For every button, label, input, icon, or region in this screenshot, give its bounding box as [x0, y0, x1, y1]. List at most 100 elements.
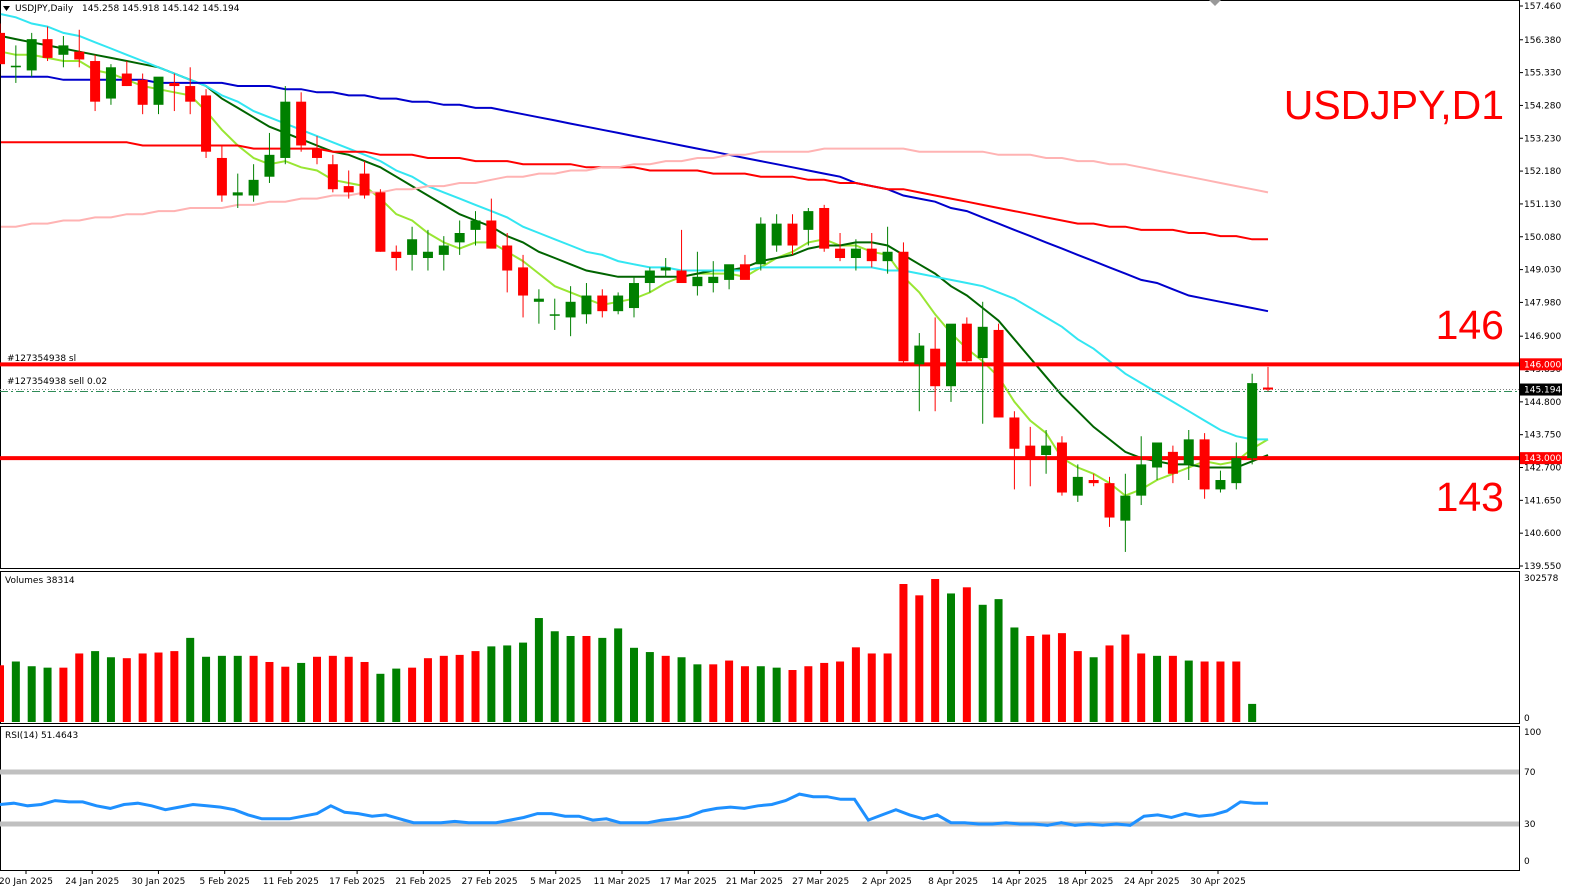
candle-body — [1136, 464, 1147, 496]
volume-bar — [455, 654, 464, 722]
candle-body — [0, 32, 5, 65]
candle-body — [914, 345, 925, 365]
sell-order-label: #127354938 sell 0.02 — [7, 377, 107, 387]
time-tick-label: 27 Feb 2025 — [462, 877, 518, 887]
rsi-label: RSI(14) 51.4643 — [5, 731, 78, 741]
volume-bar — [344, 656, 353, 722]
volume-bar — [217, 655, 226, 722]
time-tick-label: 18 Apr 2025 — [1058, 877, 1114, 887]
rsi-indicator: 100 70 30 0 — [0, 728, 1541, 867]
candle-body — [470, 220, 481, 230]
volume-bar — [566, 635, 575, 722]
candle-body — [1152, 442, 1163, 468]
shift-marker-icon[interactable] — [1209, 0, 1221, 6]
candle-body — [930, 348, 941, 387]
candle-body — [90, 61, 101, 102]
volume-bar — [1057, 633, 1066, 722]
price-label-text: 145.194 — [1524, 386, 1561, 396]
volume-bar — [1184, 660, 1193, 722]
volume-bar — [392, 668, 401, 722]
candle-body — [58, 45, 69, 55]
candle-body — [850, 248, 861, 259]
candle-body — [835, 248, 846, 259]
volume-bar — [534, 618, 543, 722]
level-146-label: 146 — [1436, 302, 1504, 348]
volumes-label: Volumes 38314 — [5, 576, 75, 586]
volume-bar — [106, 657, 115, 722]
candle-body — [153, 76, 164, 105]
volume-bar — [1042, 634, 1051, 722]
candle-body — [121, 73, 132, 87]
candle-body — [597, 295, 608, 312]
volume-bar — [138, 653, 147, 722]
volume-bar — [423, 658, 432, 722]
price-tick-label: 151.130 — [1524, 200, 1561, 210]
volume-bar — [376, 673, 385, 722]
candle-body — [946, 323, 956, 387]
price-tick-label: 141.650 — [1524, 496, 1561, 506]
volume-bar — [0, 665, 4, 722]
candle-body — [359, 173, 370, 196]
volume-bar — [1105, 645, 1114, 722]
price-tick-label: 156.380 — [1524, 36, 1561, 46]
candle-body — [708, 276, 719, 284]
candle-body — [375, 192, 386, 252]
candle-body — [644, 270, 655, 284]
volume-bar — [709, 664, 718, 722]
price-tick-label: 147.980 — [1524, 298, 1561, 308]
rsi-axis-label: 70 — [1524, 768, 1536, 778]
candle-body — [771, 223, 782, 246]
volume-bar — [360, 661, 369, 722]
volume-bar — [328, 655, 337, 722]
volume-bar — [75, 653, 84, 722]
price-tick-label: 149.030 — [1524, 266, 1561, 276]
volume-bar — [408, 667, 417, 722]
volume-bar — [614, 628, 623, 722]
time-tick-label: 8 Apr 2025 — [928, 877, 978, 887]
candle-body — [565, 301, 576, 318]
volume-bar — [91, 651, 100, 722]
volume-bar — [11, 661, 20, 722]
candle-body — [422, 251, 433, 259]
volume-bar — [439, 655, 448, 722]
symbol-label: USDJPY,Daily — [15, 4, 74, 14]
candle-body — [882, 251, 893, 262]
price-label-text: 143.000 — [1524, 454, 1561, 464]
volume-bar — [297, 662, 306, 722]
time-tick-label: 5 Mar 2025 — [530, 877, 581, 887]
candle-body — [1263, 387, 1273, 390]
candle-body — [10, 65, 21, 68]
candle-body — [1215, 480, 1226, 490]
volume-bar — [756, 666, 765, 722]
volume-bar — [788, 670, 797, 722]
candle-body — [185, 86, 196, 102]
volume-bar — [947, 593, 955, 722]
candle-body — [454, 233, 465, 243]
symbol-timeframe-title: USDJPY,D1 — [1284, 82, 1504, 128]
chart-menu-arrow-icon[interactable] — [3, 6, 10, 11]
price-tick-label: 143.750 — [1524, 431, 1561, 441]
volume-bar — [1216, 661, 1225, 722]
candle-body — [977, 326, 988, 359]
volume-bar — [804, 666, 813, 722]
volume-bar — [1168, 655, 1177, 722]
candle-body — [502, 245, 513, 271]
volume-bar — [27, 666, 36, 722]
rsi-panel-frame — [0, 726, 1520, 871]
volume-min-label: 0 — [1524, 714, 1530, 724]
candle-body — [581, 295, 592, 315]
volume-bar — [1010, 627, 1019, 722]
candle-body — [1088, 480, 1099, 484]
volume-bar — [931, 579, 940, 722]
candle-body — [613, 295, 624, 312]
candle-body — [1009, 417, 1020, 449]
candle-body — [518, 267, 529, 296]
volume-bar — [1232, 661, 1241, 722]
candle-body — [755, 223, 766, 265]
candle-body — [137, 79, 148, 105]
volume-bar — [867, 653, 876, 722]
candle-body — [1104, 483, 1115, 518]
price-tick-label: 142.700 — [1524, 464, 1561, 474]
